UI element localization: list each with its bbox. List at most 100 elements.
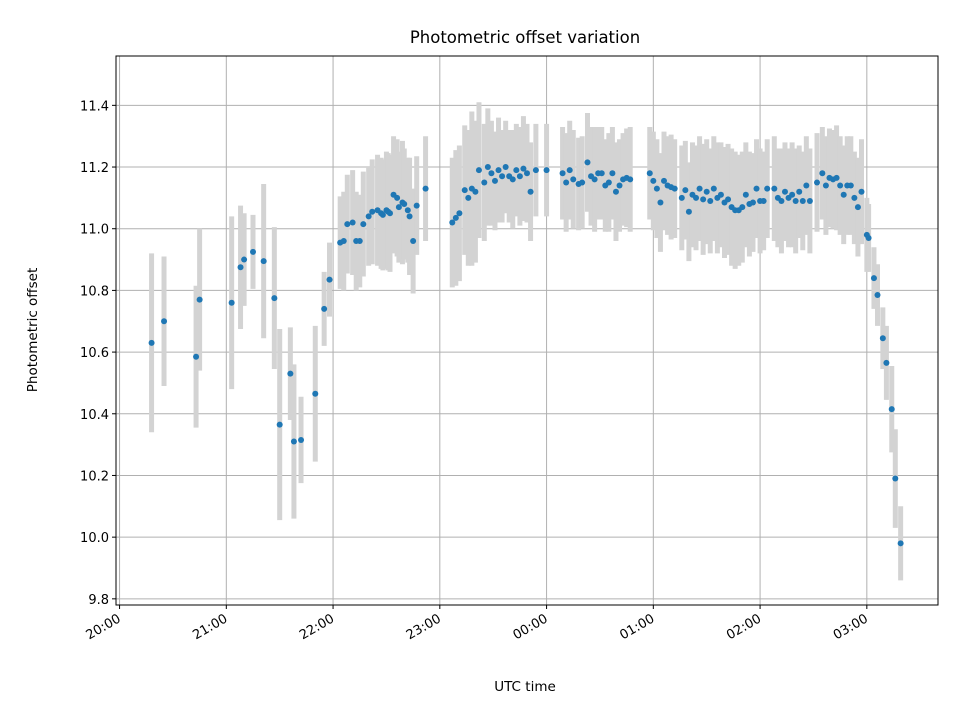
- data-point: [287, 370, 294, 377]
- data-point: [591, 176, 598, 183]
- data-point: [739, 204, 746, 211]
- data-point: [710, 185, 717, 192]
- y-tick-label: 10.4: [80, 408, 109, 423]
- y-tick-label: 10.2: [80, 469, 109, 484]
- data-point: [653, 185, 660, 192]
- data-point: [865, 234, 872, 241]
- data-point: [271, 295, 278, 302]
- data-point: [566, 167, 573, 174]
- data-point: [696, 185, 703, 192]
- data-point: [401, 201, 408, 208]
- data-point: [527, 188, 534, 195]
- data-point: [819, 170, 826, 177]
- data-point: [196, 296, 203, 303]
- data-point: [524, 170, 530, 177]
- x-tick-label: 02:00: [724, 611, 764, 643]
- data-point: [260, 258, 267, 265]
- data-point: [657, 199, 664, 206]
- plot-frame: [115, 55, 939, 606]
- data-point: [796, 188, 803, 195]
- data-point: [682, 187, 689, 194]
- y-tick-label: 10.6: [80, 346, 109, 361]
- data-point: [707, 197, 714, 204]
- data-point: [627, 176, 634, 183]
- data-point: [612, 188, 619, 195]
- data-point: [837, 182, 844, 189]
- data-point: [344, 221, 351, 228]
- data-point: [472, 188, 479, 195]
- y-tick-label: 10.0: [80, 531, 109, 546]
- data-point: [276, 421, 283, 428]
- data-point: [579, 179, 586, 186]
- data-point: [406, 213, 413, 220]
- data-point: [379, 211, 386, 218]
- data-point: [465, 194, 472, 201]
- y-tick-label: 11.0: [80, 223, 109, 238]
- data-point: [395, 204, 402, 211]
- data-point: [833, 174, 840, 181]
- data-point: [646, 170, 653, 177]
- data-point: [410, 238, 417, 245]
- data-point: [502, 164, 509, 171]
- data-point: [491, 177, 498, 184]
- data-point: [241, 256, 248, 263]
- data-point: [161, 318, 168, 325]
- x-tick-label: 21:00: [190, 611, 230, 643]
- data-point: [456, 210, 463, 217]
- data-point: [452, 214, 459, 221]
- data-point: [879, 335, 886, 342]
- data-point: [609, 170, 616, 177]
- data-point: [312, 390, 319, 397]
- data-point: [532, 167, 539, 174]
- y-tick-label: 9.8: [88, 593, 109, 608]
- data-point: [495, 167, 502, 174]
- data-point: [516, 173, 523, 180]
- data-point: [559, 170, 566, 177]
- data-point: [413, 202, 420, 209]
- data-point: [897, 540, 904, 547]
- y-tick-label: 11.2: [80, 161, 109, 176]
- data-point: [789, 191, 796, 198]
- data-point: [237, 264, 244, 271]
- data-point: [781, 188, 788, 195]
- data-point: [461, 187, 468, 194]
- x-tick-label: 00:00: [511, 611, 551, 643]
- data-point: [851, 194, 858, 201]
- data-point: [814, 179, 821, 186]
- data-point: [475, 167, 482, 174]
- y-tick-label: 11.4: [80, 99, 109, 114]
- data-point: [693, 194, 700, 201]
- data-point: [340, 238, 347, 245]
- data-point: [840, 191, 847, 198]
- x-tick-label: 20:00: [84, 611, 124, 643]
- data-point: [365, 213, 372, 220]
- data-point: [422, 185, 429, 192]
- data-point: [563, 179, 570, 186]
- data-point: [449, 219, 456, 226]
- data-point: [543, 167, 550, 174]
- data-point: [360, 221, 367, 228]
- data-point: [854, 204, 861, 211]
- data-point: [764, 185, 771, 192]
- data-point: [148, 339, 155, 346]
- x-tick-label: 01:00: [617, 611, 657, 643]
- data-point: [499, 173, 506, 180]
- data-point: [369, 208, 376, 215]
- data-point: [584, 159, 591, 166]
- data-point: [661, 177, 667, 184]
- data-point: [778, 197, 785, 204]
- x-tick-label: 22:00: [297, 611, 337, 643]
- x-axis-label: UTC time: [494, 679, 556, 695]
- data-point: [387, 210, 393, 217]
- x-tick-label: 03:00: [831, 611, 871, 643]
- data-point: [570, 176, 577, 183]
- data-point: [650, 177, 657, 184]
- data-point: [792, 197, 799, 204]
- data-point: [822, 182, 829, 189]
- data-point: [753, 185, 760, 192]
- data-point: [520, 165, 527, 172]
- data-point: [356, 238, 363, 245]
- data-point: [349, 219, 356, 226]
- data-point: [678, 194, 685, 201]
